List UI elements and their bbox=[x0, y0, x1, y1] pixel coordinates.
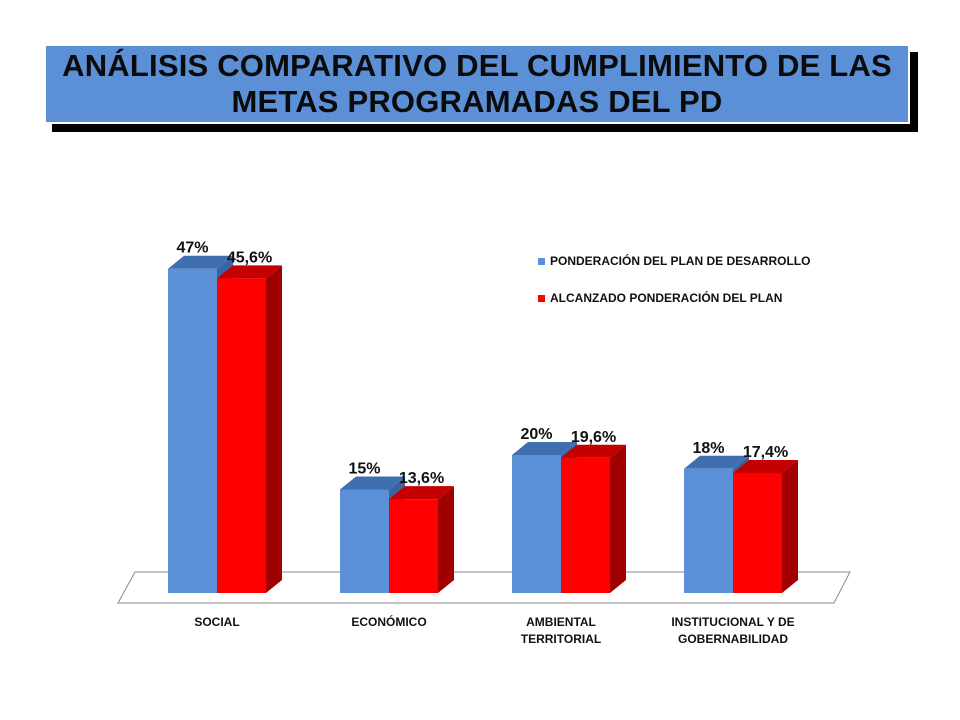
data-label-s1-c4: 18% bbox=[692, 440, 724, 457]
data-label-s1-c3: 20% bbox=[520, 426, 552, 443]
bar-side-s2-c1 bbox=[266, 265, 282, 593]
bar-s2-c3 bbox=[561, 457, 610, 593]
bar-s1-c1 bbox=[168, 268, 217, 593]
bar-s1-c3 bbox=[512, 455, 561, 593]
bar-s2-c1 bbox=[217, 278, 266, 593]
title-banner: ANÁLISIS COMPARATIVO DEL CUMPLIMIENTO DE… bbox=[44, 44, 910, 124]
category-label-1: SOCIAL bbox=[194, 615, 239, 629]
legend-swatch-1 bbox=[538, 258, 545, 265]
bar-side-s2-c4 bbox=[782, 459, 798, 593]
category-label-2: ECONÓMICO bbox=[351, 614, 426, 629]
bar-top-s2-c1 bbox=[217, 265, 282, 279]
data-label-s1-c1: 47% bbox=[176, 240, 208, 257]
bar-top-s1-c2 bbox=[340, 476, 405, 490]
bar-top-s1-c1 bbox=[168, 255, 233, 269]
bar-s1-c4 bbox=[684, 468, 733, 593]
data-label-s2-c3: 19,6% bbox=[571, 429, 616, 446]
data-label-s2-c1: 45,6% bbox=[227, 249, 272, 266]
category-label-4-line2: GOBERNABILIDAD bbox=[678, 632, 788, 646]
chart-floor bbox=[117, 571, 851, 604]
category-label-4-line1: INSTITUCIONAL Y DE bbox=[671, 615, 794, 629]
bar-side-s2-c3 bbox=[610, 444, 626, 593]
page-title: ANÁLISIS COMPARATIVO DEL CUMPLIMIENTO DE… bbox=[62, 48, 892, 119]
bar-top-s1-c3 bbox=[512, 442, 577, 455]
category-label-3-line1: AMBIENTAL bbox=[526, 615, 596, 629]
data-label-s2-c2: 13,6% bbox=[399, 470, 444, 487]
legend-label-1: PONDERACIÓN DEL PLAN DE DESARROLLO bbox=[550, 253, 810, 268]
bar-top-s2-c3 bbox=[561, 444, 626, 458]
bar-s2-c4 bbox=[733, 472, 782, 593]
legend-label-2: ALCANZADO PONDERACIÓN DEL PLAN bbox=[550, 290, 782, 305]
data-label-s2-c4: 17,4% bbox=[743, 444, 788, 461]
category-label-3-line2: TERRITORIAL bbox=[521, 632, 601, 646]
bar-s1-c2 bbox=[340, 489, 389, 593]
bar-side-s2-c2 bbox=[438, 486, 454, 593]
legend-swatch-2 bbox=[538, 295, 545, 302]
data-label-s1-c2: 15% bbox=[348, 461, 380, 478]
bar-top-s2-c4 bbox=[733, 459, 798, 473]
bar-top-s2-c2 bbox=[389, 486, 454, 500]
bar-top-s1-c4 bbox=[684, 455, 749, 469]
bar-s2-c2 bbox=[389, 499, 438, 593]
